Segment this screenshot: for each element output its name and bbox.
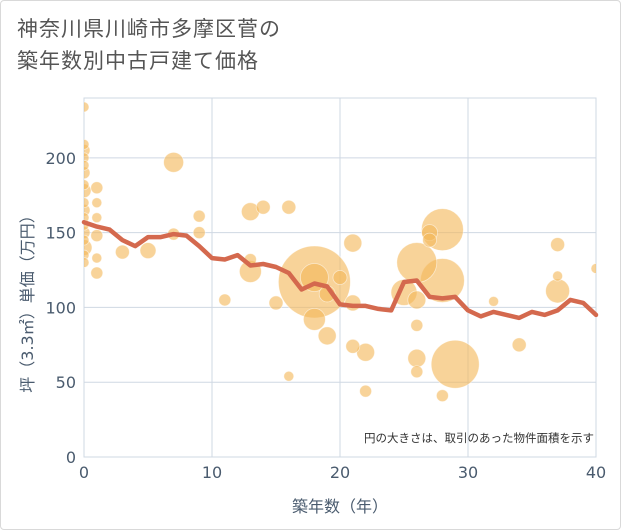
data-bubble: [115, 244, 130, 260]
data-bubble: [590, 263, 596, 274]
data-bubble: [345, 338, 361, 354]
data-bubble: [90, 266, 104, 280]
size-note: 円の大きさは、取引のあった物件面積を示す: [364, 431, 594, 445]
data-bubble: [435, 389, 449, 403]
data-bubble: [84, 257, 90, 268]
data-bubble: [396, 242, 438, 283]
y-tick-label: 50: [56, 373, 76, 392]
y-tick-label: 0: [66, 448, 76, 467]
data-bubble: [91, 252, 103, 264]
data-bubble: [410, 318, 424, 332]
data-bubble: [90, 229, 104, 243]
data-bubble: [255, 199, 271, 215]
data-bubble: [302, 307, 326, 331]
y-tick-label: 150: [45, 224, 76, 243]
x-tick-label: 0: [79, 463, 89, 482]
y-axis-label: 坪（3.3㎡）単価（万円）: [18, 207, 37, 392]
data-bubble: [84, 159, 90, 171]
data-bubble: [550, 237, 565, 252]
data-bubble: [410, 365, 424, 379]
data-bubble: [281, 199, 297, 215]
data-bubble: [552, 270, 563, 282]
data-bubble: [218, 293, 232, 307]
y-tick-label: 200: [45, 149, 76, 168]
data-bubble: [407, 290, 427, 310]
data-bubble: [84, 138, 90, 150]
tick-layer: 0 10 20 30 40 0 50 100 150 200: [45, 149, 606, 482]
data-bubble: [430, 339, 480, 389]
data-bubble: [488, 296, 500, 307]
x-tick-label: 30: [458, 463, 478, 482]
data-bubble: [163, 151, 185, 173]
data-bubble: [545, 278, 570, 304]
data-bubble: [343, 233, 363, 253]
x-tick-label: 40: [586, 463, 606, 482]
x-axis-label: 築年数（年）: [292, 497, 388, 516]
data-bubble: [139, 242, 157, 259]
data-bubble: [511, 337, 527, 353]
data-bubble: [84, 197, 90, 209]
data-bubble: [192, 209, 206, 223]
chart-title: 神奈川県川崎市多摩区菅の 築年数別中古戸建て価格: [17, 13, 281, 77]
data-bubble: [332, 270, 348, 285]
line-layer: [81, 219, 599, 321]
data-bubble: [317, 326, 337, 346]
data-bubble: [268, 295, 284, 311]
chart-title-line2: 築年数別中古戸建て価格: [17, 49, 259, 73]
data-bubble: [407, 348, 427, 368]
data-bubble: [422, 232, 438, 248]
data-bubble: [84, 234, 90, 246]
data-bubble: [359, 384, 373, 398]
data-bubble: [91, 212, 103, 224]
data-bubble: [283, 370, 295, 382]
data-bubble: [192, 226, 206, 240]
average-price-line: [81, 219, 599, 321]
data-bubble: [91, 197, 103, 209]
data-bubble: [84, 101, 90, 113]
data-bubble: [344, 294, 362, 312]
data-bubble: [84, 179, 90, 191]
bubble-layer: [84, 101, 596, 403]
x-tick-label: 10: [202, 463, 222, 482]
x-tick-label: 20: [330, 463, 350, 482]
y-tick-label: 100: [45, 298, 76, 317]
grid: [83, 97, 597, 458]
data-bubble: [90, 181, 104, 195]
chart-title-line1: 神奈川県川崎市多摩区菅の: [17, 17, 281, 41]
